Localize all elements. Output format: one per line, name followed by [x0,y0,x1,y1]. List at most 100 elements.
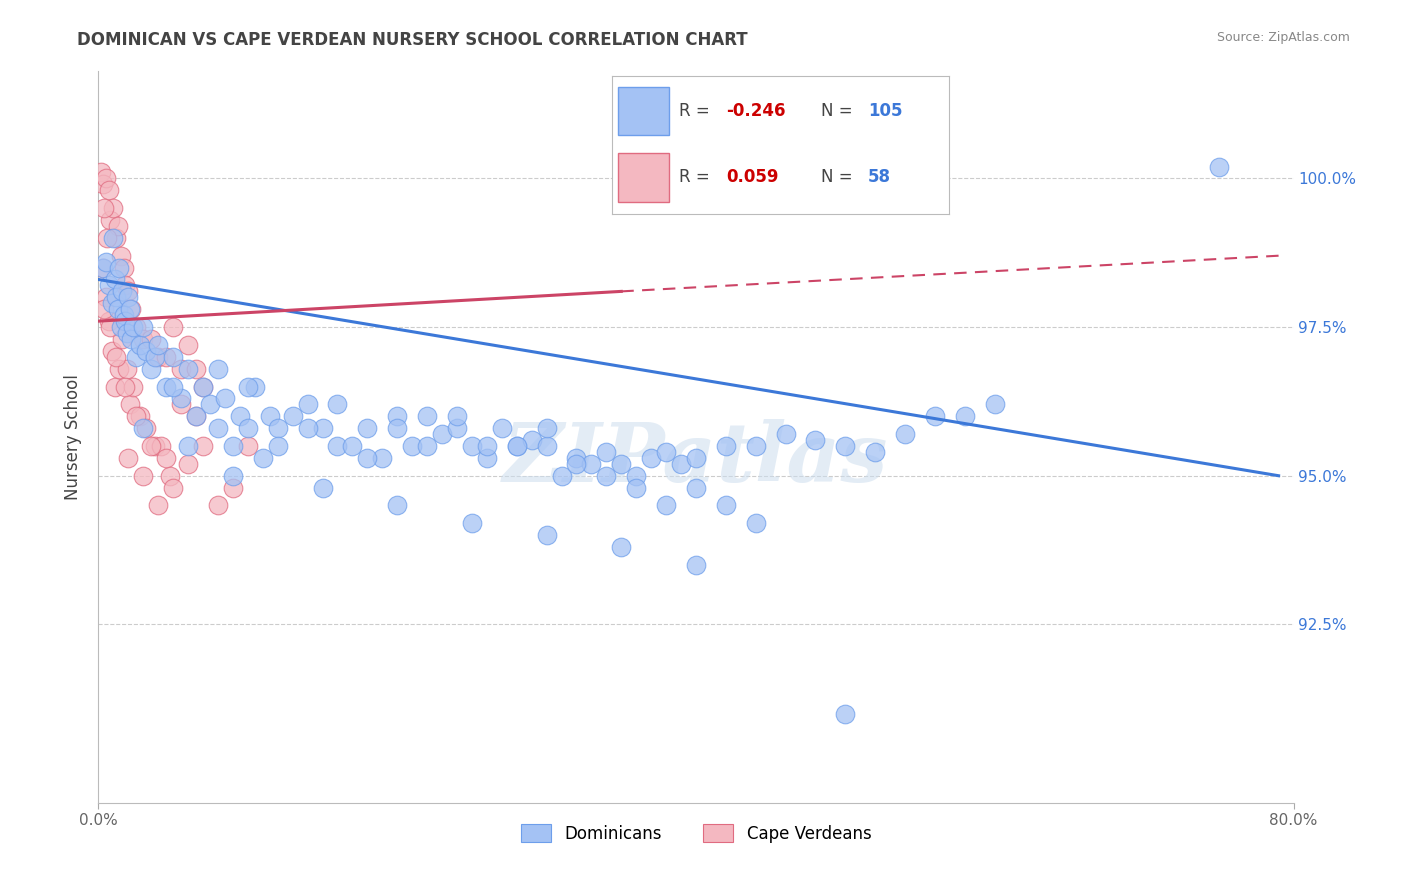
Point [155,450,177,465]
Point [139,361,162,376]
Point [162,350,184,364]
Point [125,409,148,424]
Point [114,379,136,393]
Point [259,409,281,424]
Point [834,439,856,453]
Point [162,481,184,495]
Point [114,314,136,328]
Point [252,450,274,465]
Point [132,421,155,435]
Point [207,499,229,513]
FancyBboxPatch shape [619,153,669,202]
Point [834,706,856,721]
Point [626,468,648,483]
Point [626,481,648,495]
Point [191,379,214,393]
Point [125,350,148,364]
Point [565,450,588,465]
Text: DOMINICAN VS CAPE VERDEAN NURSERY SCHOOL CORRELATION CHART: DOMINICAN VS CAPE VERDEAN NURSERY SCHOOL… [77,31,748,49]
Point [105,231,128,245]
Point [550,468,572,483]
Point [117,450,139,465]
Point [506,439,529,453]
Point [112,260,135,275]
Point [115,361,138,376]
Point [132,332,155,346]
Point [139,332,162,346]
Point [775,427,797,442]
Point [536,528,558,542]
Point [107,219,129,233]
Point [118,302,141,317]
Point [120,302,142,317]
Point [108,260,131,275]
Point [177,338,200,352]
Point [342,439,364,453]
Point [520,433,543,447]
Point [132,320,155,334]
Point [104,272,127,286]
Point [371,450,394,465]
Point [610,457,633,471]
Point [356,450,378,465]
Point [121,320,143,334]
Point [111,285,134,299]
Point [169,361,191,376]
Point [326,439,349,453]
Point [104,379,127,393]
Point [148,350,170,364]
Point [229,409,252,424]
Point [184,409,207,424]
Point [207,421,229,435]
Point [155,379,177,393]
Point [745,516,768,531]
Point [98,213,122,227]
Point [475,450,498,465]
Point [297,421,319,435]
Point [506,439,529,453]
Point [565,457,588,471]
Legend: Dominicans, Cape Verdeans: Dominicans, Cape Verdeans [515,818,877,849]
Point [159,468,181,483]
Text: ZIPatlas: ZIPatlas [503,419,889,499]
Point [385,409,409,424]
Point [446,421,468,435]
Point [446,409,468,424]
Point [103,231,125,245]
Point [536,439,558,453]
Point [101,343,124,358]
Point [94,171,117,186]
Point [107,302,129,317]
Point [115,326,138,340]
Point [191,379,214,393]
Point [595,445,617,459]
Point [90,165,112,179]
Point [191,439,214,453]
Point [91,178,114,192]
Point [236,379,259,393]
Point [105,350,128,364]
Point [581,457,603,471]
Point [685,558,707,572]
Text: N =: N = [821,169,863,186]
Point [110,320,132,334]
Point [177,439,200,453]
Point [669,457,692,471]
Point [245,379,267,393]
Point [640,450,662,465]
Point [385,499,409,513]
Point [148,338,170,352]
Point [222,481,245,495]
Point [101,296,124,310]
Point [162,379,184,393]
Point [117,290,139,304]
Point [97,183,120,197]
FancyBboxPatch shape [619,87,669,136]
Point [98,320,122,334]
Point [685,481,707,495]
Point [610,540,633,554]
Point [200,397,222,411]
Point [401,439,423,453]
Point [297,397,319,411]
Point [745,439,768,453]
